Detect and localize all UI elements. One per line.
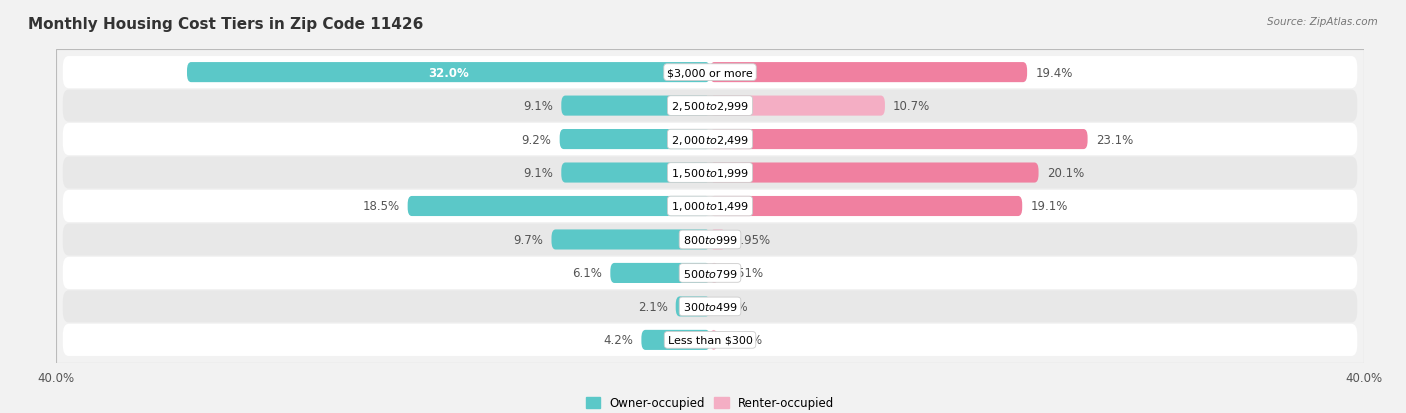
Text: $500 to $799: $500 to $799 bbox=[682, 267, 738, 279]
FancyBboxPatch shape bbox=[610, 263, 710, 283]
FancyBboxPatch shape bbox=[710, 63, 1028, 83]
Text: 0.45%: 0.45% bbox=[725, 334, 762, 347]
FancyBboxPatch shape bbox=[408, 197, 710, 216]
Text: $300 to $499: $300 to $499 bbox=[682, 301, 738, 313]
Text: 2.1%: 2.1% bbox=[638, 300, 668, 313]
Text: $800 to $999: $800 to $999 bbox=[682, 234, 738, 246]
FancyBboxPatch shape bbox=[63, 291, 1357, 323]
Text: 9.7%: 9.7% bbox=[513, 233, 543, 247]
FancyBboxPatch shape bbox=[710, 96, 884, 116]
Text: 10.7%: 10.7% bbox=[893, 100, 931, 113]
Text: 9.2%: 9.2% bbox=[522, 133, 551, 146]
FancyBboxPatch shape bbox=[676, 297, 710, 317]
Text: 23.1%: 23.1% bbox=[1095, 133, 1133, 146]
FancyBboxPatch shape bbox=[63, 190, 1357, 223]
FancyBboxPatch shape bbox=[710, 330, 717, 350]
Text: 19.1%: 19.1% bbox=[1031, 200, 1067, 213]
FancyBboxPatch shape bbox=[560, 130, 710, 150]
FancyBboxPatch shape bbox=[641, 330, 710, 350]
FancyBboxPatch shape bbox=[63, 57, 1357, 89]
FancyBboxPatch shape bbox=[551, 230, 710, 250]
FancyBboxPatch shape bbox=[63, 224, 1357, 256]
FancyBboxPatch shape bbox=[710, 230, 725, 250]
Text: $2,500 to $2,999: $2,500 to $2,999 bbox=[671, 100, 749, 113]
Text: $2,000 to $2,499: $2,000 to $2,499 bbox=[671, 133, 749, 146]
Legend: Owner-occupied, Renter-occupied: Owner-occupied, Renter-occupied bbox=[581, 392, 839, 413]
Text: $1,500 to $1,999: $1,500 to $1,999 bbox=[671, 166, 749, 180]
Text: 0.95%: 0.95% bbox=[734, 233, 770, 247]
Text: 0.51%: 0.51% bbox=[727, 267, 763, 280]
FancyBboxPatch shape bbox=[63, 157, 1357, 189]
Text: 32.0%: 32.0% bbox=[429, 66, 468, 79]
Text: 18.5%: 18.5% bbox=[363, 200, 399, 213]
Text: $3,000 or more: $3,000 or more bbox=[668, 68, 752, 78]
FancyBboxPatch shape bbox=[710, 263, 718, 283]
FancyBboxPatch shape bbox=[63, 257, 1357, 290]
FancyBboxPatch shape bbox=[710, 163, 1039, 183]
Text: Less than $300: Less than $300 bbox=[668, 335, 752, 345]
FancyBboxPatch shape bbox=[63, 324, 1357, 356]
FancyBboxPatch shape bbox=[561, 163, 710, 183]
Text: $1,000 to $1,499: $1,000 to $1,499 bbox=[671, 200, 749, 213]
FancyBboxPatch shape bbox=[710, 130, 1088, 150]
FancyBboxPatch shape bbox=[63, 90, 1357, 122]
Text: Source: ZipAtlas.com: Source: ZipAtlas.com bbox=[1267, 17, 1378, 26]
Text: 4.2%: 4.2% bbox=[603, 334, 633, 347]
Text: 0.0%: 0.0% bbox=[718, 300, 748, 313]
FancyBboxPatch shape bbox=[63, 123, 1357, 156]
Text: 6.1%: 6.1% bbox=[572, 267, 602, 280]
Text: 9.1%: 9.1% bbox=[523, 166, 553, 180]
Text: 20.1%: 20.1% bbox=[1046, 166, 1084, 180]
FancyBboxPatch shape bbox=[561, 96, 710, 116]
FancyBboxPatch shape bbox=[710, 197, 1022, 216]
Text: 9.1%: 9.1% bbox=[523, 100, 553, 113]
Text: Monthly Housing Cost Tiers in Zip Code 11426: Monthly Housing Cost Tiers in Zip Code 1… bbox=[28, 17, 423, 31]
FancyBboxPatch shape bbox=[187, 63, 710, 83]
Text: 19.4%: 19.4% bbox=[1035, 66, 1073, 79]
